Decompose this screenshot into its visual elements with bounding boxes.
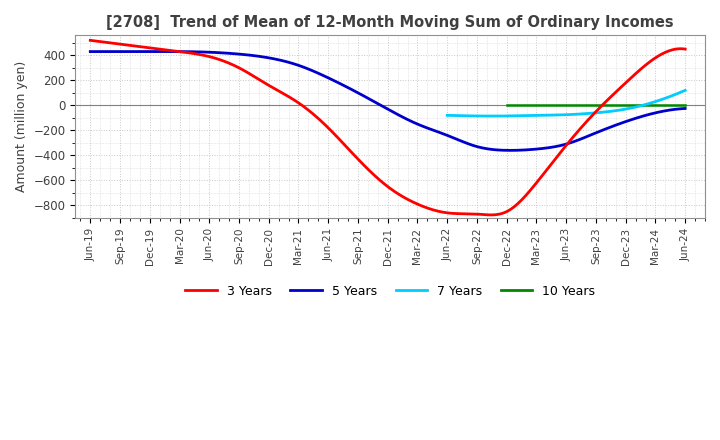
Title: [2708]  Trend of Mean of 12-Month Moving Sum of Ordinary Incomes: [2708] Trend of Mean of 12-Month Moving … [107, 15, 674, 30]
Y-axis label: Amount (million yen): Amount (million yen) [15, 61, 28, 192]
Legend: 3 Years, 5 Years, 7 Years, 10 Years: 3 Years, 5 Years, 7 Years, 10 Years [181, 280, 600, 303]
